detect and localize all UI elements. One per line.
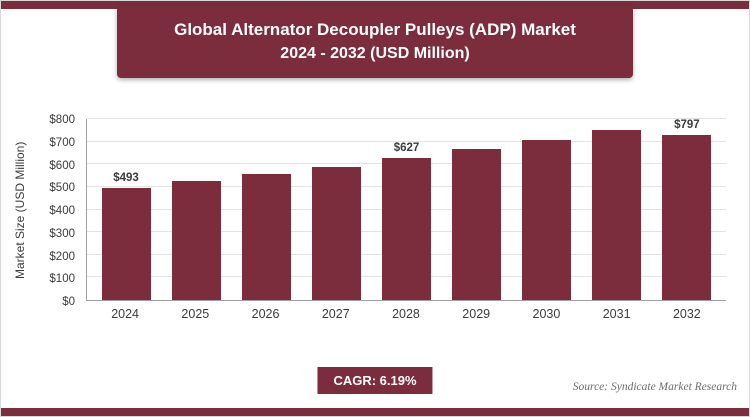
y-tick-label: $500 xyxy=(49,182,75,195)
y-tick-label: $200 xyxy=(49,250,75,263)
bar-2030 xyxy=(522,140,572,300)
y-tick-label: $800 xyxy=(49,114,75,126)
y-axis-title: Market Size (USD Million) xyxy=(13,141,27,279)
y-tick-label: $700 xyxy=(49,136,75,149)
bar-value-label: $493 xyxy=(113,172,139,185)
bar-slot: $493 xyxy=(91,119,161,300)
bar-value-label: $797 xyxy=(674,119,700,131)
bar-2032 xyxy=(662,135,712,300)
bars: $493 $627 $797 xyxy=(87,119,726,300)
bar-2029 xyxy=(452,149,502,300)
top-accent-strip xyxy=(1,1,749,9)
gridline xyxy=(87,140,726,142)
bar-slot xyxy=(231,119,301,300)
x-axis-labels: 2024 2025 2026 2027 2028 2029 2030 2031 2032 xyxy=(86,307,726,321)
bar-slot xyxy=(161,119,231,300)
bar-value-label: $627 xyxy=(393,142,420,155)
bar-slot xyxy=(301,119,371,300)
x-tick-label: 2028 xyxy=(392,307,420,321)
y-tick-label: $600 xyxy=(49,159,75,172)
bar-2025 xyxy=(171,181,221,300)
y-axis-ticks: $0 $100 $200 $300 $400 $500 $600 $700 $800 xyxy=(37,114,81,308)
chart-title-line1: Global Alternator Decoupler Pulleys (ADP… xyxy=(174,20,576,39)
bar-slot xyxy=(582,119,652,300)
source-note: Source: Syndicate Market Research xyxy=(572,381,737,393)
gridline xyxy=(87,118,726,119)
bar-2024 xyxy=(101,188,151,300)
x-tick-label: 2031 xyxy=(602,307,631,321)
bottom-accent-strip xyxy=(1,408,749,416)
y-tick-label: $300 xyxy=(49,227,75,240)
bar-2028 xyxy=(381,158,432,300)
bar-slot xyxy=(512,119,582,300)
x-tick-label: 2029 xyxy=(462,307,491,321)
cagr-badge: CAGR: 6.19% xyxy=(317,367,433,394)
chart-title-line2: 2024 - 2032 (USD Million) xyxy=(280,44,470,62)
bar-slot xyxy=(442,119,512,300)
x-tick-label: 2026 xyxy=(251,307,280,321)
bar-slot: $627 xyxy=(371,119,441,300)
y-tick-label: $400 xyxy=(49,205,75,217)
x-tick-label: 2027 xyxy=(321,307,350,321)
x-tick-label: 2025 xyxy=(181,307,210,321)
y-tick-label: $0 xyxy=(62,296,75,308)
bar-slot: $797 xyxy=(652,119,722,300)
x-tick-label: 2032 xyxy=(672,307,701,321)
x-tick-label: 2030 xyxy=(532,307,561,321)
bar-2027 xyxy=(311,166,361,300)
y-tick-label: $100 xyxy=(49,273,75,286)
bar-2026 xyxy=(241,174,291,300)
bar-2031 xyxy=(592,130,642,300)
x-tick-label: 2024 xyxy=(111,307,140,321)
plot-area: $493 $627 $797 xyxy=(86,118,726,301)
chart-title-box: Global Alternator Decoupler Pulleys (ADP… xyxy=(117,6,633,78)
